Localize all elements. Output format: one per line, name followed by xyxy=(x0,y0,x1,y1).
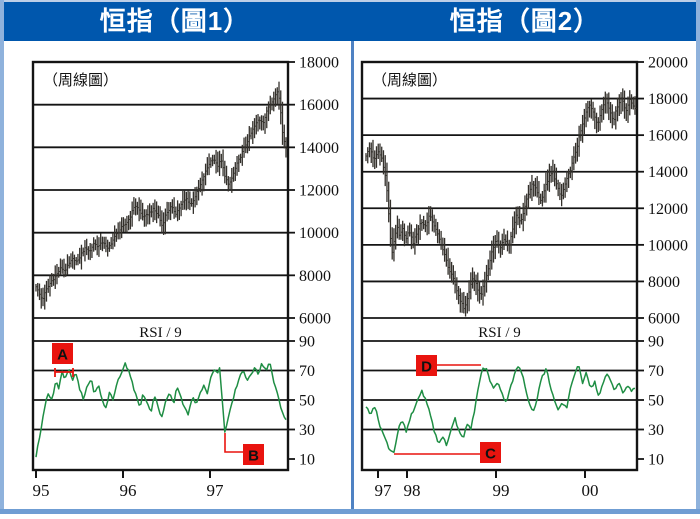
annotation-letter: D xyxy=(421,359,432,376)
price-axis-label: 18000 xyxy=(648,91,688,108)
annotation-letter: A xyxy=(57,347,68,364)
rsi-axis-label: 70 xyxy=(299,363,315,380)
price-axis-label: 12000 xyxy=(299,183,339,200)
plot-border xyxy=(31,60,290,472)
header-bar: 恒指（圖1） 恒指（圖2） xyxy=(0,2,700,41)
rsi-axis-label: 50 xyxy=(299,393,315,410)
price-axis-label: 18000 xyxy=(299,55,339,72)
frame-top-edge xyxy=(0,0,700,2)
annotation-box-a xyxy=(52,343,73,364)
rsi-line xyxy=(35,362,287,458)
price-axis-label: 14000 xyxy=(299,140,339,157)
price-axis-label: 12000 xyxy=(648,201,688,218)
price-axis-label: 6000 xyxy=(648,311,680,328)
chart2-title: 恒指（圖2） xyxy=(449,6,601,36)
rsi-axis-label: 30 xyxy=(648,422,664,439)
x-axis-year-label: 95 xyxy=(33,481,50,500)
annotation-box-c xyxy=(480,442,501,463)
rsi-panel-title: RSI / 9 xyxy=(139,325,182,341)
x-axis-year-label: 97 xyxy=(207,481,225,500)
frame-right-edge xyxy=(696,0,700,514)
price-axis-label: 14000 xyxy=(648,164,688,181)
price-axis-label: 6000 xyxy=(299,311,331,328)
plot-border xyxy=(360,60,639,472)
x-axis-year-label: 00 xyxy=(582,481,599,500)
rsi-axis-label: 10 xyxy=(299,452,315,469)
rsi-axis-label: 70 xyxy=(648,363,664,380)
rsi-panel-title: RSI / 9 xyxy=(478,325,521,341)
weekly-chart-subtitle: （周線圖） xyxy=(372,72,447,89)
chart1-title: 恒指（圖1） xyxy=(99,6,251,36)
price-axis-label: 16000 xyxy=(299,97,339,114)
rsi-axis-label: 90 xyxy=(299,334,315,351)
frame-left-edge xyxy=(0,0,4,514)
x-axis-year-label: 97 xyxy=(375,481,393,500)
price-axis-label: 10000 xyxy=(648,237,688,254)
x-axis-year-label: 98 xyxy=(404,481,421,500)
annotation-letter: B xyxy=(248,448,259,465)
hsi-chart-figure-2: 20000 18000 16000 14000 12000 10000 8000 6000 90… xyxy=(360,55,688,500)
annotation-box-d xyxy=(416,355,437,376)
x-axis-year-label: 99 xyxy=(493,481,510,500)
hsi-chart-figure-1: 18000 16000 14000 12000 10000 8000 6000 90 70 50 3… xyxy=(31,55,339,500)
rsi-axis-label: 90 xyxy=(648,334,664,351)
price-axis-label: 16000 xyxy=(648,128,688,145)
annotation-box-b xyxy=(243,444,264,465)
price-axis-label: 8000 xyxy=(299,268,331,285)
x-axis-year-label: 96 xyxy=(120,481,137,500)
price-axis-label: 8000 xyxy=(648,274,680,291)
price-axis-label: 20000 xyxy=(648,55,688,72)
annotation-connector xyxy=(224,433,243,453)
rsi-line xyxy=(365,365,636,454)
price-axis-label: 10000 xyxy=(299,225,339,242)
frame-bottom-edge xyxy=(0,509,700,514)
rsi-axis-label: 10 xyxy=(648,452,664,469)
rsi-axis-label: 50 xyxy=(648,393,664,410)
rsi-axis-label: 30 xyxy=(299,422,315,439)
annotation-letter: C xyxy=(485,446,496,463)
weekly-chart-subtitle: （周線圖） xyxy=(43,72,118,89)
panel-divider xyxy=(351,41,354,509)
